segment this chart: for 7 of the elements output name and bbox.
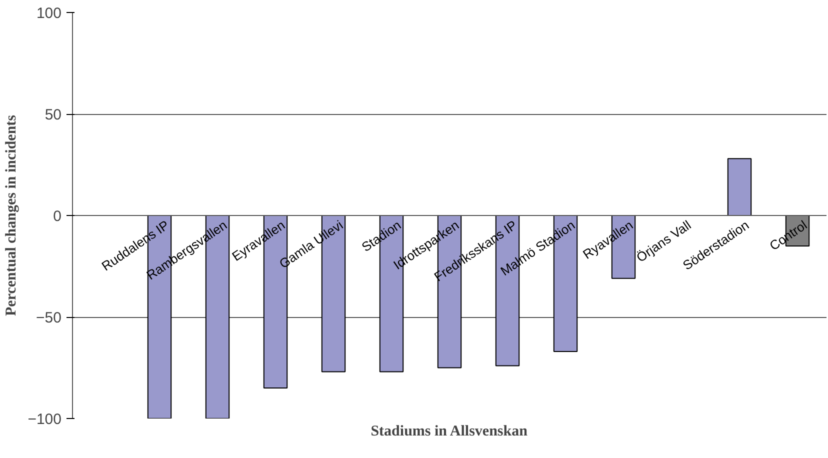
x-axis-title: Stadiums in Allsvenskan xyxy=(370,424,528,440)
y-tick-label: 100 xyxy=(36,5,62,22)
y-tick-label: −50 xyxy=(36,310,62,326)
y-tick-label: 50 xyxy=(44,106,62,124)
y-tick-label: −100 xyxy=(28,411,62,428)
y-axis-title: Percentual changes in incidents xyxy=(4,114,20,316)
y-tick-label: 0 xyxy=(53,208,62,225)
